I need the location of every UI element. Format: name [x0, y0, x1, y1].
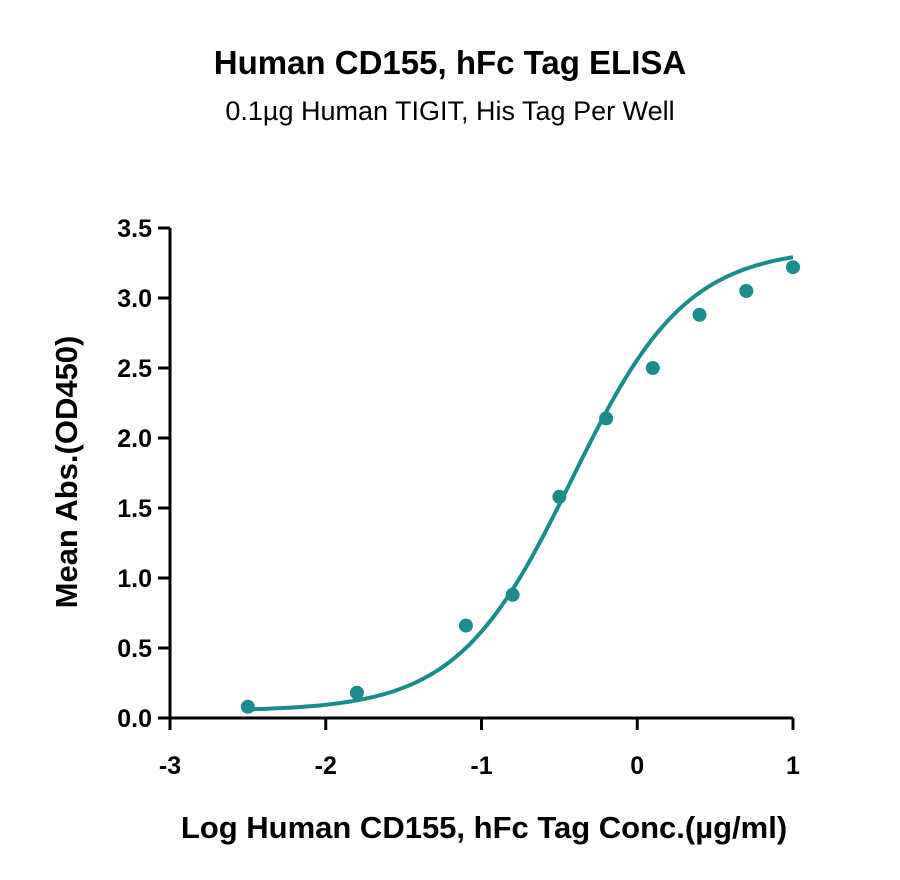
- x-axis-title: Log Human CD155, hFc Tag Conc.(µg/ml): [181, 810, 787, 845]
- data-point-1: [349, 685, 364, 700]
- y-tick-label-6: 3.0: [117, 285, 152, 313]
- data-point-0: [240, 699, 255, 714]
- chart-subtitle: 0.1µg Human TIGIT, His Tag Per Well: [225, 96, 675, 126]
- data-point-4: [552, 489, 567, 504]
- data-point-2: [458, 618, 473, 633]
- y-tick-label-5: 2.5: [117, 355, 152, 383]
- x-tick-label-2: -1: [470, 752, 492, 780]
- y-tick-label-2: 1.0: [117, 565, 152, 593]
- ticks: 0.0 0.5 1.0 1.5 2.0 2.5 3.0 3.5 -3 -2 -1 0 1: [117, 215, 800, 780]
- y-tick-label-3: 1.5: [117, 495, 152, 523]
- x-tick-label-4: 1: [786, 752, 800, 780]
- x-tick-label-1: -2: [315, 752, 337, 780]
- fit-curve: [247, 255, 794, 712]
- axes: [168, 228, 793, 720]
- data-point-9: [786, 260, 800, 275]
- x-tick-label-0: -3: [159, 752, 181, 780]
- data-point-6: [645, 361, 660, 375]
- data-points: [240, 260, 800, 714]
- data-point-5: [599, 411, 614, 426]
- data-point-3: [505, 587, 520, 602]
- y-tick-label-4: 2.0: [117, 425, 152, 453]
- y-tick-label-1: 0.5: [117, 635, 152, 663]
- data-point-8: [739, 284, 754, 298]
- y-tick-label-7: 3.5: [117, 215, 152, 243]
- x-tick-label-3: 0: [630, 752, 644, 780]
- y-axis-title: Mean Abs.(OD450): [49, 336, 84, 609]
- y-tick-label-0: 0.0: [117, 705, 152, 733]
- data-point-7: [692, 307, 707, 322]
- chart-title: Human CD155, hFc Tag ELISA: [213, 44, 687, 81]
